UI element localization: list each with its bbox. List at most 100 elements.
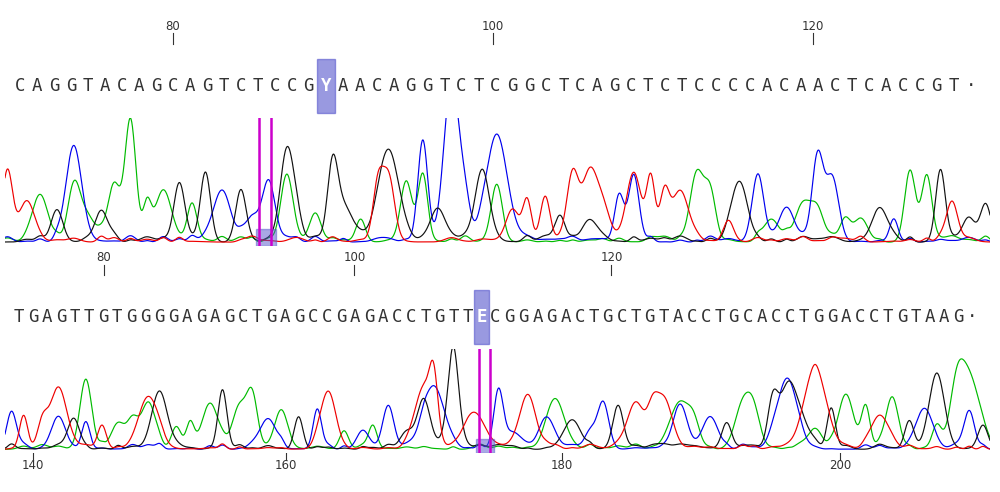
Text: A: A [532, 308, 543, 326]
Text: 120: 120 [600, 251, 623, 264]
Text: C: C [898, 77, 908, 95]
Text: G: G [729, 308, 739, 326]
Text: A: A [841, 308, 851, 326]
Bar [256, 229, 276, 246]
Text: C: C [771, 308, 781, 326]
Bar [474, 290, 489, 344]
Text: 160: 160 [275, 459, 297, 471]
Text: A: A [939, 308, 949, 326]
Text: G: G [504, 308, 515, 326]
Text: G: G [266, 308, 276, 326]
Text: T: T [659, 308, 669, 326]
Text: C: C [915, 77, 925, 95]
Text: A: A [338, 77, 348, 95]
Text: A: A [592, 77, 603, 95]
Text: A: A [280, 308, 291, 326]
Text: T: T [252, 308, 262, 326]
Text: C: C [743, 308, 753, 326]
Text: C: C [168, 77, 178, 95]
Text: T: T [84, 308, 94, 326]
Text: A: A [813, 77, 823, 95]
Text: C: C [745, 77, 755, 95]
Text: C: C [701, 308, 711, 326]
Text: C: C [15, 77, 26, 95]
Text: C: C [855, 308, 865, 326]
Text: 140: 140 [21, 459, 44, 471]
Text: T: T [630, 308, 641, 326]
Text: C: C [541, 77, 552, 95]
Text: T: T [219, 77, 229, 95]
Text: G: G [49, 77, 60, 95]
Text: T: T [799, 308, 809, 326]
Text: 200: 200 [829, 459, 851, 471]
Text: G: G [56, 308, 66, 326]
Text: G: G [224, 308, 234, 326]
Text: 80: 80 [166, 20, 180, 32]
Text: G: G [953, 308, 963, 326]
Text: G: G [151, 77, 161, 95]
Text: G: G [168, 308, 178, 326]
Text: C: C [270, 77, 280, 95]
Text: C: C [864, 77, 874, 95]
Text: G: G [28, 308, 38, 326]
Text: Y: Y [321, 77, 331, 95]
Text: T: T [948, 77, 959, 95]
Text: G: G [336, 308, 347, 326]
Text: G: G [304, 77, 314, 95]
Text: C: C [687, 308, 697, 326]
Text: A: A [100, 77, 110, 95]
Text: A: A [757, 308, 767, 326]
Bar [476, 439, 494, 453]
Text: T: T [847, 77, 857, 95]
Text: A: A [210, 308, 220, 326]
Text: C: C [660, 77, 670, 95]
Text: A: A [350, 308, 361, 326]
Text: C: C [117, 77, 127, 95]
Text: C: C [238, 308, 248, 326]
Text: G: G [897, 308, 907, 326]
Text: C: C [728, 77, 738, 95]
Text: G: G [609, 77, 620, 95]
Text: T: T [14, 308, 24, 326]
Text: C: C [287, 77, 297, 95]
Bar [317, 59, 335, 113]
Text: G: G [507, 77, 518, 95]
Text: G: G [126, 308, 136, 326]
Text: A: A [32, 77, 43, 95]
Text: G: G [827, 308, 837, 326]
Text: C: C [322, 308, 333, 326]
Text: G: G [524, 77, 535, 95]
Text: C: C [406, 308, 417, 326]
Text: T: T [643, 77, 654, 95]
Text: G: G [644, 308, 655, 326]
Text: A: A [355, 77, 365, 95]
Text: G: G [422, 77, 433, 95]
Text: 80: 80 [97, 251, 111, 264]
Text: T: T [558, 77, 569, 95]
Text: C: C [392, 308, 403, 326]
Text: E: E [476, 308, 487, 326]
Text: A: A [796, 77, 806, 95]
Text: A: A [762, 77, 772, 95]
Text: 100: 100 [343, 251, 365, 264]
Text: ·: · [965, 77, 976, 95]
Text: A: A [388, 77, 399, 95]
Text: G: G [434, 308, 445, 326]
Text: G: G [931, 77, 942, 95]
Text: G: G [294, 308, 305, 326]
Text: T: T [253, 77, 263, 95]
Text: A: A [182, 308, 192, 326]
Text: C: C [236, 77, 246, 95]
Text: A: A [673, 308, 683, 326]
Text: C: C [456, 77, 467, 95]
Text: G: G [140, 308, 150, 326]
Text: A: A [378, 308, 389, 326]
Text: T: T [588, 308, 599, 326]
Text: C: C [308, 308, 319, 326]
Text: C: C [626, 77, 637, 95]
Text: C: C [785, 308, 795, 326]
Text: G: G [66, 77, 77, 95]
Text: 120: 120 [802, 20, 824, 32]
Text: G: G [813, 308, 823, 326]
Text: C: C [616, 308, 627, 326]
